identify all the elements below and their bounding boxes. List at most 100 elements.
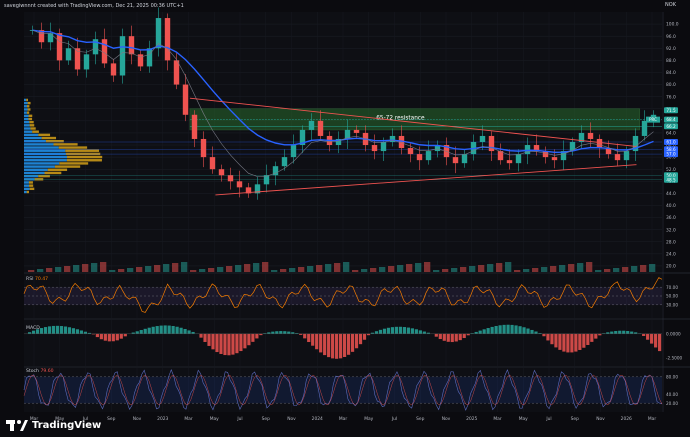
macd-histogram-bar: [558, 334, 561, 350]
candle-body: [201, 139, 206, 157]
macd-histogram-bar: [335, 334, 338, 359]
macd-histogram-bar: [395, 327, 398, 334]
candle-body: [309, 121, 314, 130]
macd-histogram-bar: [311, 334, 314, 346]
candle-body: [453, 157, 458, 163]
macd-histogram-bar: [610, 332, 613, 334]
macd-histogram-bar: [112, 334, 115, 341]
macd-histogram-bar: [658, 334, 661, 351]
macd-histogram-bar: [582, 334, 585, 348]
macd-histogram-bar: [455, 334, 458, 342]
volume-bar: [586, 262, 592, 272]
volume-profile-bar-up: [24, 108, 28, 110]
price-tick-label: 44.0: [666, 191, 676, 197]
rsi-tick-label: 70.00: [666, 285, 678, 290]
macd-tick-label: 0.0000: [666, 331, 681, 336]
volume-bar: [226, 266, 232, 272]
candle-body: [102, 39, 107, 63]
volume-bar: [217, 267, 223, 272]
volume-bar: [82, 264, 88, 272]
macd-histogram-bar: [323, 334, 326, 355]
volume-bar: [595, 270, 601, 272]
macd-histogram-bar: [650, 334, 653, 344]
volume-profile-bar-up: [24, 191, 27, 193]
candle-body: [174, 60, 179, 84]
macd-histogram-bar: [407, 328, 410, 334]
volume-bar: [370, 268, 376, 272]
volume-bar: [631, 266, 637, 272]
candle-body: [48, 33, 53, 42]
macd-histogram-bar: [642, 334, 645, 336]
time-tick-label: Mar: [493, 416, 501, 422]
time-tick-label: Sep: [107, 416, 115, 422]
macd-histogram-bar: [227, 334, 230, 355]
volume-profile-bar-up: [24, 162, 59, 164]
macd-histogram-bar: [136, 331, 139, 334]
volume-bar: [199, 269, 205, 272]
volume-bar: [172, 263, 178, 272]
macd-histogram-bar: [164, 325, 167, 333]
volume-profile-bar-down: [35, 178, 44, 180]
volume-bar: [118, 269, 124, 272]
stoch-tick-label: 40.00: [666, 392, 678, 397]
macd-histogram-bar: [467, 334, 470, 335]
volume-bar: [100, 262, 106, 272]
time-tick-label: Sep: [262, 416, 270, 422]
price-tick-label: 84.0: [666, 70, 676, 76]
stoch-band: [24, 377, 662, 403]
volume-bar: [280, 269, 286, 272]
macd-histogram-bar: [363, 334, 366, 340]
stoch-label: Stoch 79.60: [26, 369, 54, 374]
volume-bar: [397, 265, 403, 272]
macd-histogram-bar: [475, 332, 478, 334]
price-tick-label: 36.0: [666, 215, 676, 221]
macd-histogram-bar: [239, 334, 242, 351]
macd-histogram-bar: [231, 334, 234, 355]
volume-bar: [73, 265, 79, 272]
macd-histogram-bar: [124, 334, 127, 337]
time-tick-label: 2023: [157, 416, 168, 422]
macd-histogram-bar: [630, 332, 633, 334]
candle-body: [381, 142, 386, 151]
macd-histogram-bar: [510, 325, 513, 334]
volume-bar: [559, 265, 565, 272]
volume-profile-bar-down: [53, 143, 77, 145]
macd-histogram-bar: [399, 327, 402, 334]
candle-body: [264, 175, 269, 184]
macd-histogram-bar: [606, 332, 609, 333]
candle-body: [147, 48, 152, 66]
macd-histogram-bar: [339, 334, 342, 359]
volume-profile-bar-up: [24, 115, 29, 117]
volume-profile-bar-up: [24, 181, 29, 183]
macd-histogram-bar: [148, 328, 151, 334]
volume-bar: [316, 265, 322, 272]
volume-profile-bar-down: [30, 124, 35, 126]
price-tick-label: 24.0: [666, 251, 676, 257]
macd-histogram-bar: [506, 325, 509, 334]
tradingview-brand[interactable]: TradingView: [6, 417, 101, 433]
volume-profile-bar-down: [59, 146, 87, 148]
macd-histogram-bar: [315, 334, 318, 349]
volume-profile-bar-up: [24, 124, 30, 126]
volume-bar: [127, 268, 133, 272]
macd-histogram-bar: [578, 334, 581, 350]
price-tick-label: 80.0: [666, 82, 676, 88]
volume-bar: [622, 267, 628, 272]
macd-histogram-bar: [283, 331, 286, 334]
volume-profile-bar-up: [24, 99, 26, 101]
volume-bar: [613, 268, 619, 272]
price-tick-label: 28.0: [666, 239, 676, 245]
macd-histogram-bar: [52, 326, 55, 334]
macd-histogram-bar: [626, 331, 629, 334]
candle-body: [570, 142, 575, 151]
volume-bar: [334, 263, 340, 272]
volume-profile-bar-down: [45, 172, 62, 174]
volume-profile-bar-up: [24, 102, 28, 104]
volume-profile-bar-up: [24, 188, 30, 190]
volume-bar: [532, 268, 538, 272]
macd-histogram-bar: [203, 334, 206, 342]
macd-histogram-bar: [187, 330, 190, 333]
volume-bar: [145, 266, 151, 272]
macd-histogram-bar: [211, 334, 214, 350]
